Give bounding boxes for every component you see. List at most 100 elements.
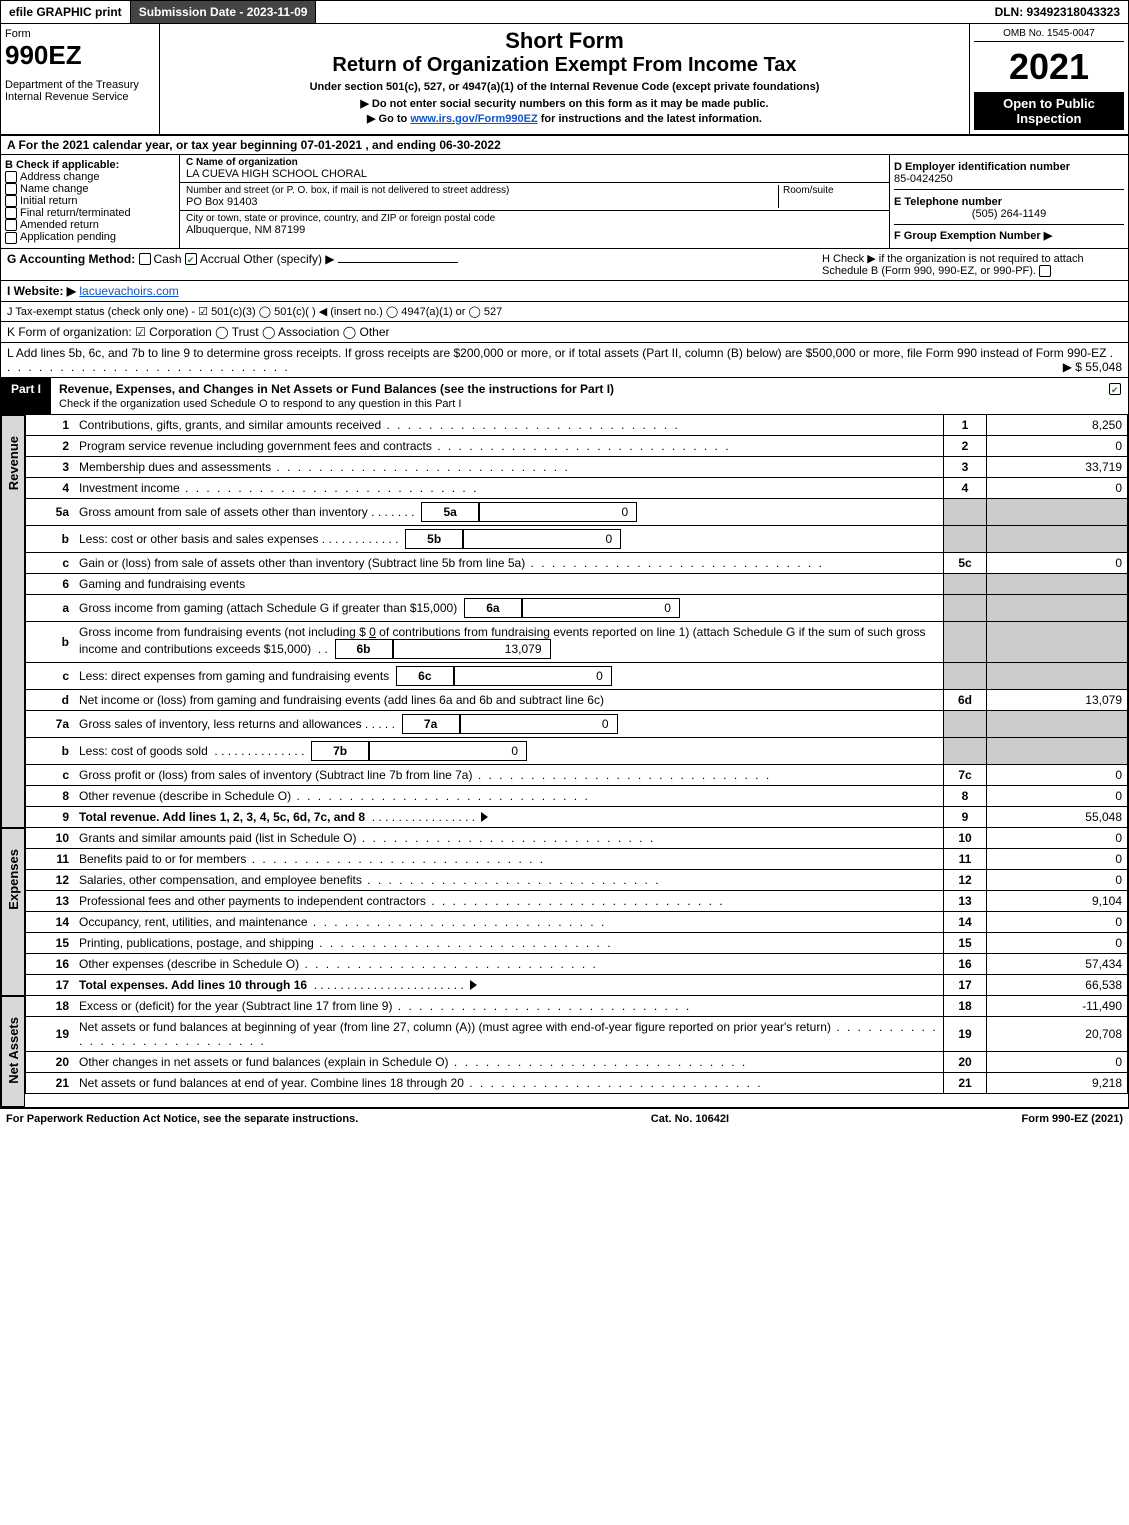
table-row: 11Benefits paid to or for members110: [26, 848, 1128, 869]
chk-address-change[interactable]: [5, 171, 17, 183]
sub-val: 0: [479, 502, 637, 522]
website-label: I Website: ▶: [7, 284, 76, 298]
ln-text: Contributions, gifts, grants, and simila…: [74, 415, 944, 436]
table-row: 6Gaming and fundraising events: [26, 573, 1128, 594]
phone-value: (505) 264-1149: [894, 208, 1124, 220]
contrib-amount: 0: [369, 625, 376, 639]
part1-check-container: [1105, 378, 1128, 414]
line-l-text: L Add lines 5b, 6c, and 7b to line 9 to …: [7, 346, 1106, 360]
netassets-table: 18Excess or (deficit) for the year (Subt…: [25, 996, 1128, 1094]
group-exemption-label: F Group Exemption Number ▶: [894, 229, 1124, 242]
table-row: cGross profit or (loss) from sales of in…: [26, 764, 1128, 785]
note-url-pre: ▶ Go to: [367, 113, 410, 125]
chk-schedule-o-used[interactable]: [1109, 383, 1121, 395]
part1-check-text: Check if the organization used Schedule …: [59, 398, 461, 410]
table-row: dNet income or (loss) from gaming and fu…: [26, 689, 1128, 710]
table-row: 18Excess or (deficit) for the year (Subt…: [26, 996, 1128, 1017]
phone-label: E Telephone number: [894, 196, 1124, 208]
netassets-section: Net Assets 18Excess or (deficit) for the…: [0, 996, 1129, 1109]
city-value: Albuquerque, NM 87199: [186, 224, 883, 236]
table-row: 19Net assets or fund balances at beginni…: [26, 1016, 1128, 1051]
row-g-h: G Accounting Method: Cash Accrual Other …: [0, 249, 1129, 281]
chk-amended-return[interactable]: [5, 219, 17, 231]
line-l-amount: ▶ $ 55,048: [1063, 360, 1122, 374]
vlabel-expenses: Expenses: [1, 828, 25, 996]
table-row: 21Net assets or fund balances at end of …: [26, 1072, 1128, 1093]
dln-label: DLN: 93492318043323: [987, 1, 1128, 23]
form-number: 990EZ: [5, 40, 155, 71]
info-grid: B Check if applicable: Address change Na…: [0, 155, 1129, 249]
table-row: 1Contributions, gifts, grants, and simil…: [26, 415, 1128, 436]
table-row: 15Printing, publications, postage, and s…: [26, 932, 1128, 953]
table-row: cLess: direct expenses from gaming and f…: [26, 662, 1128, 689]
org-name-label: C Name of organization: [186, 157, 883, 168]
room-label: Room/suite: [783, 185, 883, 196]
footer-mid: Cat. No. 10642I: [651, 1113, 729, 1125]
top-bar: efile GRAPHIC print Submission Date - 20…: [0, 0, 1129, 24]
lbl-cash: Cash: [154, 252, 182, 266]
street-value: PO Box 91403: [186, 196, 778, 208]
ln-refnum: 1: [944, 415, 987, 436]
line-k: K Form of organization: ☑ Corporation ◯ …: [0, 322, 1129, 343]
ln-num: 1: [26, 415, 75, 436]
table-row: 14Occupancy, rent, utilities, and mainte…: [26, 911, 1128, 932]
table-row: 10Grants and similar amounts paid (list …: [26, 828, 1128, 849]
header-right: OMB No. 1545-0047 2021 Open to Public In…: [969, 24, 1128, 134]
chk-cash[interactable]: [139, 253, 151, 265]
lbl-amended-return: Amended return: [20, 219, 99, 231]
line-j: J Tax-exempt status (check only one) - ☑…: [0, 302, 1129, 322]
street-label: Number and street (or P. O. box, if mail…: [186, 185, 778, 196]
expenses-table: 10Grants and similar amounts paid (list …: [25, 828, 1128, 996]
table-row: 16Other expenses (describe in Schedule O…: [26, 953, 1128, 974]
header-mid: Short Form Return of Organization Exempt…: [160, 24, 969, 134]
ein-label: D Employer identification number: [894, 161, 1124, 173]
table-row: 7aGross sales of inventory, less returns…: [26, 710, 1128, 737]
chk-schedule-b-not-required[interactable]: [1039, 265, 1051, 277]
form-header: Form 990EZ Department of the Treasury In…: [0, 24, 1129, 136]
subtitle: Under section 501(c), 527, or 4947(a)(1)…: [164, 81, 965, 93]
omb-number: OMB No. 1545-0047: [974, 28, 1124, 42]
vlabel-revenue: Revenue: [1, 415, 25, 828]
g-label: G Accounting Method:: [7, 252, 135, 266]
irs-link[interactable]: www.irs.gov/Form990EZ: [410, 113, 537, 125]
efile-print-label[interactable]: efile GRAPHIC print: [1, 1, 131, 23]
chk-initial-return[interactable]: [5, 195, 17, 207]
chk-name-change[interactable]: [5, 183, 17, 195]
table-row: 20Other changes in net assets or fund ba…: [26, 1051, 1128, 1072]
sub-num: 5a: [421, 502, 479, 522]
lbl-accrual: Accrual: [200, 252, 240, 266]
revenue-table: 1Contributions, gifts, grants, and simil…: [25, 415, 1128, 828]
part1-title: Revenue, Expenses, and Changes in Net As…: [51, 378, 1105, 414]
city-label: City or town, state or province, country…: [186, 213, 883, 224]
table-row: 2Program service revenue including gover…: [26, 435, 1128, 456]
org-name: LA CUEVA HIGH SCHOOL CHORAL: [186, 168, 883, 180]
table-row: 12Salaries, other compensation, and empl…: [26, 869, 1128, 890]
line-h: H Check ▶ if the organization is not req…: [822, 252, 1122, 277]
arrow-icon: [470, 980, 477, 990]
table-row: 17Total expenses. Add lines 10 through 1…: [26, 974, 1128, 995]
chk-final-return[interactable]: [5, 207, 17, 219]
table-row: 13Professional fees and other payments t…: [26, 890, 1128, 911]
part1-header: Part I Revenue, Expenses, and Changes in…: [0, 378, 1129, 415]
note-ssn: ▶ Do not enter social security numbers o…: [164, 97, 965, 110]
revenue-section: Revenue 1Contributions, gifts, grants, a…: [0, 415, 1129, 828]
line-l: L Add lines 5b, 6c, and 7b to line 9 to …: [0, 343, 1129, 378]
website-link[interactable]: lacuevachoirs.com: [79, 284, 178, 298]
chk-application-pending[interactable]: [5, 232, 17, 244]
line-i: I Website: ▶ lacuevachoirs.com: [0, 281, 1129, 302]
table-row: 4Investment income40: [26, 477, 1128, 498]
title-short-form: Short Form: [164, 28, 965, 54]
table-row: 8Other revenue (describe in Schedule O)8…: [26, 785, 1128, 806]
lbl-name-change: Name change: [20, 183, 89, 195]
expenses-section: Expenses 10Grants and similar amounts pa…: [0, 828, 1129, 996]
chk-accrual[interactable]: [185, 253, 197, 265]
note-url: ▶ Go to www.irs.gov/Form990EZ for instru…: [164, 112, 965, 125]
part1-tag: Part I: [1, 378, 51, 414]
lbl-address-change: Address change: [20, 171, 100, 183]
other-method-input[interactable]: [338, 262, 458, 263]
note-url-post: for instructions and the latest informat…: [538, 113, 762, 125]
tax-year: 2021: [974, 46, 1124, 88]
footer-right: Form 990-EZ (2021): [1022, 1113, 1123, 1125]
lbl-initial-return: Initial return: [20, 195, 77, 207]
lbl-other-method: Other (specify) ▶: [243, 252, 334, 266]
